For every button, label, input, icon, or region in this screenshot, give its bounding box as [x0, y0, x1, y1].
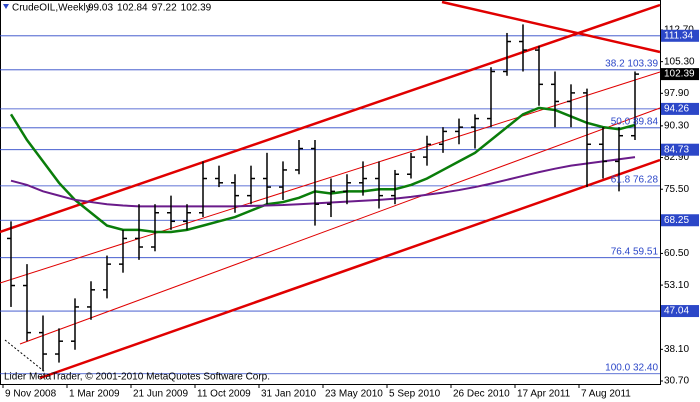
trend-line	[0, 71, 661, 284]
price-label: 102.39	[664, 69, 695, 80]
level-box	[661, 143, 699, 156]
trend-line	[0, 3, 661, 234]
y-tick-label: 38.10	[664, 344, 689, 355]
trend-line	[19, 107, 661, 345]
indicator-icon	[3, 4, 9, 9]
header-value: 97.22	[152, 3, 177, 14]
level-label: 68.25	[664, 215, 689, 226]
y-tick-label: 30.70	[664, 376, 689, 387]
header-value: 99.03	[88, 3, 113, 14]
x-tick-label: 21 Jun 2009	[133, 389, 188, 400]
y-tick-label: 97.90	[664, 88, 689, 99]
x-tick-label: 17 Apr 2011	[517, 389, 571, 400]
x-tick-label: 11 Oct 2009	[197, 389, 251, 400]
y-tick-label: 82.90	[664, 152, 689, 163]
y-tick-label: 75.50	[664, 184, 689, 195]
x-tick-label: 26 Dec 2010	[453, 389, 510, 400]
level-label: 84.73	[664, 144, 689, 155]
moving-average	[10, 156, 636, 208]
fib-label: 38.2 103.39	[605, 58, 658, 69]
header-value: 102.84	[117, 3, 148, 14]
x-tick-label: 23 May 2010	[325, 389, 383, 400]
level-label: 47.04	[664, 306, 689, 317]
level-box	[661, 305, 699, 318]
moving-average	[9, 106, 636, 234]
y-tick-label: 105.30	[664, 56, 695, 67]
credit: Lider MetaTrader, © 2001-2010 MetaQuotes…	[4, 372, 270, 383]
level-label: 94.26	[664, 104, 689, 115]
level-box	[661, 214, 699, 227]
trend-lines	[0, 0, 661, 380]
dotted-line	[4, 339, 46, 373]
y-tick-label: 60.50	[664, 248, 689, 259]
x-tick-label: 7 Aug 2011	[581, 389, 631, 400]
y-tick-label: 90.30	[664, 121, 689, 132]
header-value: 102.39	[181, 3, 212, 14]
level-label: 111.34	[664, 30, 694, 41]
fib-label: 100.0 32.40	[605, 362, 658, 373]
trend-line	[39, 158, 661, 380]
price-box	[661, 68, 699, 81]
chart-title: CrudeOIL,Weekly	[12, 3, 91, 14]
x-tick-label: 1 Mar 2009	[69, 389, 120, 400]
trend-line	[441, 0, 661, 54]
fib-label: 76.4 59.51	[611, 246, 659, 257]
level-box	[661, 102, 699, 115]
x-tick-label: 31 Jan 2010	[261, 389, 316, 400]
level-box	[661, 29, 699, 42]
x-tick-label: 5 Sep 2010	[389, 389, 441, 400]
fib-label: 61.8 76.28	[611, 175, 659, 186]
x-tick-label: 9 Nov 2008	[5, 389, 57, 400]
y-tick-label: 53.10	[664, 280, 689, 291]
fib-label: 50.0 89.84	[611, 116, 659, 127]
